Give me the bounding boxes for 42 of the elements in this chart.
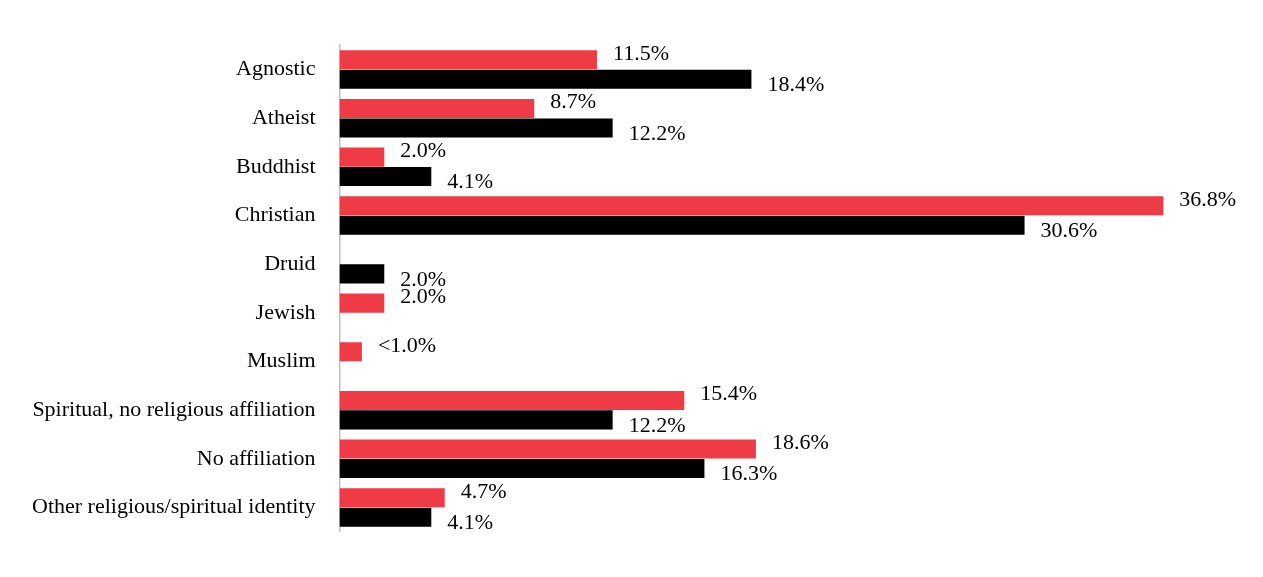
bar bbox=[339, 439, 756, 459]
y-tick-label: Atheist bbox=[251, 103, 316, 129]
y-tick-label: Muslim bbox=[247, 347, 316, 373]
bar bbox=[339, 196, 1164, 216]
y-tick-label: Other religious/spiritual identity bbox=[31, 493, 316, 519]
y-tick-label: Christian bbox=[234, 201, 316, 227]
data-label: 18.4% bbox=[767, 71, 825, 97]
bar bbox=[339, 167, 432, 187]
bar bbox=[339, 293, 385, 313]
data-label: 12.2% bbox=[628, 411, 686, 437]
bar bbox=[339, 459, 705, 479]
data-label: 15.4% bbox=[700, 380, 758, 406]
y-tick-label: Agnostic bbox=[236, 55, 316, 81]
data-label: 16.3% bbox=[720, 460, 778, 486]
data-label: 2.0% bbox=[400, 136, 447, 162]
bar bbox=[339, 147, 385, 167]
bar bbox=[339, 215, 1025, 235]
bar bbox=[339, 69, 752, 89]
bar bbox=[339, 50, 597, 70]
y-tick-label: Jewish bbox=[255, 298, 316, 324]
data-label: 4.1% bbox=[447, 508, 494, 534]
data-label: 4.1% bbox=[447, 168, 494, 194]
y-tick-label: No affiliation bbox=[196, 444, 316, 470]
bar bbox=[339, 118, 613, 138]
y-tick-label: Druid bbox=[264, 249, 316, 275]
bar bbox=[339, 488, 445, 508]
bar bbox=[339, 507, 432, 527]
bar bbox=[339, 342, 362, 362]
data-label: 12.2% bbox=[628, 119, 686, 145]
y-tick-label: Spiritual, no religious affiliation bbox=[32, 395, 316, 421]
bar bbox=[339, 98, 535, 118]
data-label: 36.8% bbox=[1179, 185, 1237, 211]
data-label: <1.0% bbox=[377, 331, 437, 357]
data-label: 11.5% bbox=[612, 39, 669, 65]
bar bbox=[339, 390, 685, 410]
y-tick-label: Buddhist bbox=[236, 152, 316, 178]
data-label: 30.6% bbox=[1040, 217, 1098, 243]
bar bbox=[339, 410, 613, 430]
data-label: 18.6% bbox=[771, 428, 829, 454]
data-label: 8.7% bbox=[550, 88, 597, 114]
data-label: 4.7% bbox=[460, 477, 507, 503]
bar bbox=[339, 264, 385, 284]
